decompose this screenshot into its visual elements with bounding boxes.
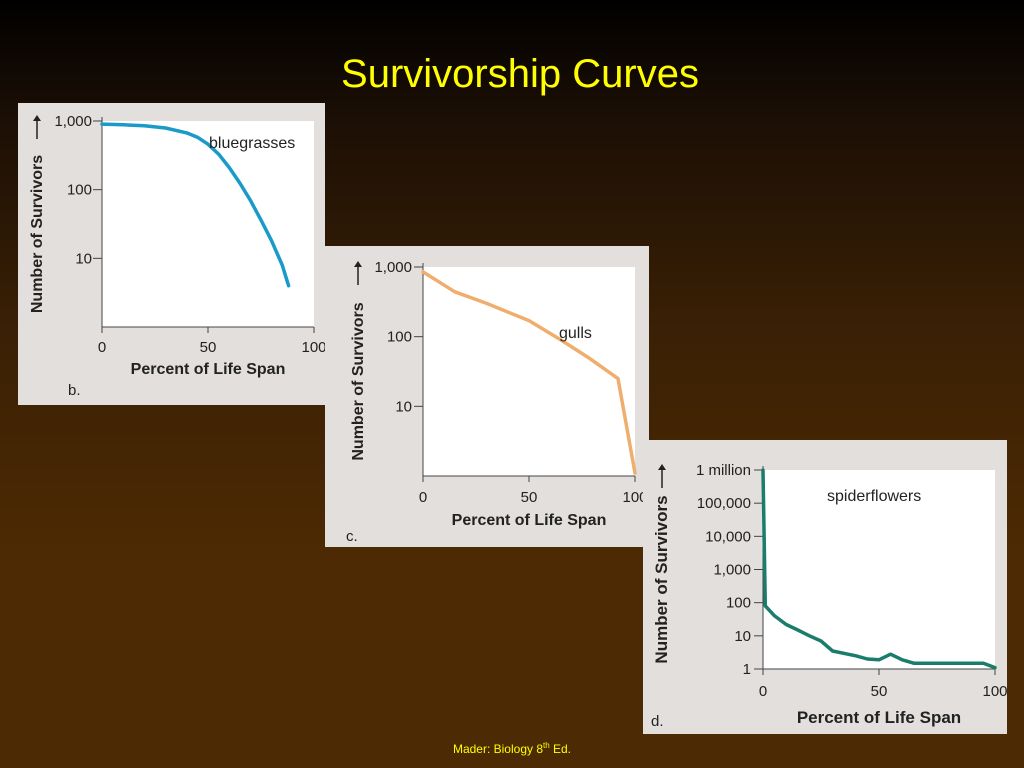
series-annotation: bluegrasses <box>209 135 295 152</box>
plot-area <box>423 267 635 476</box>
y-tick-label: 10 <box>395 398 412 415</box>
chart-panel-spiderflowers: 1 10 100 1,000 10,000 100,000 1 million 0 50 100 P… <box>643 440 1008 734</box>
chart-spiderflowers: 1 10 100 1,000 10,000 100,000 1 million 0 50 100 P… <box>651 462 1008 730</box>
y-tick-label: 100 <box>67 182 92 199</box>
y-axis-arrow-head <box>658 464 666 470</box>
chart-panel-gulls: 10 100 1,000 0 50 100 Percent of Life Span Numb… <box>325 246 649 547</box>
chart-bluegrasses: 10 100 1,000 0 50 100 Percent of Life Span Numb… <box>29 113 327 399</box>
x-axis-label: Percent of Life Span <box>131 361 286 378</box>
x-axis-label: Percent of Life Span <box>797 708 961 727</box>
y-tick-label: 1,000 <box>54 113 92 130</box>
footer-edition: Ed. <box>549 742 572 756</box>
series-line-gulls <box>421 270 637 475</box>
y-tick-label: 1,000 <box>374 259 412 276</box>
y-axis-arrow-head <box>354 261 362 267</box>
y-tick-label: 1 <box>743 661 751 678</box>
x-tick-label: 100 <box>982 683 1007 700</box>
x-tick-label: 0 <box>419 489 427 506</box>
x-tick-label: 50 <box>521 489 538 506</box>
y-tick-label: 100 <box>726 595 751 612</box>
x-tick-label: 50 <box>200 339 217 356</box>
footer-text: Mader: Biology 8 <box>452 742 543 756</box>
series-line-spiderflowers <box>761 468 997 670</box>
x-tick-label: 100 <box>301 339 326 356</box>
y-tick-label: 10,000 <box>705 528 751 545</box>
plot-area <box>102 121 314 327</box>
x-tick-label: 0 <box>98 339 106 356</box>
y-axis-label: Number of Survivors <box>29 155 46 313</box>
footer-citation: Mader: Biology 8th Ed. <box>0 741 1024 756</box>
footer-superscript: th <box>543 741 550 750</box>
series-line-bluegrasses <box>100 122 291 288</box>
slide-title: Survivorship Curves <box>341 52 699 96</box>
y-tick-label: 1 million <box>696 462 751 479</box>
x-axis-label: Percent of Life Span <box>452 512 607 529</box>
chart-panel-bluegrasses: 10 100 1,000 0 50 100 Percent of Life Span Numb… <box>18 103 327 405</box>
series-annotation: gulls <box>559 325 592 342</box>
y-tick-label: 100,000 <box>697 495 751 512</box>
panel-label: c. <box>346 528 358 545</box>
y-axis-label: Number of Survivors <box>350 302 367 460</box>
y-axis-label: Number of Survivors <box>652 495 671 663</box>
x-tick-label: 100 <box>622 489 647 506</box>
panel-label: b. <box>68 382 81 399</box>
series-annotation: spiderflowers <box>827 488 921 505</box>
panel-label: d. <box>651 713 664 730</box>
y-tick-label: 1,000 <box>713 562 751 579</box>
y-tick-label: 100 <box>387 329 412 346</box>
plot-area <box>763 470 995 669</box>
x-tick-label: 0 <box>759 683 767 700</box>
chart-gulls: 10 100 1,000 0 50 100 Percent of Life Span Numb… <box>346 259 648 545</box>
y-axis-arrow-head <box>33 115 41 121</box>
x-tick-label: 50 <box>871 683 888 700</box>
y-tick-label: 10 <box>75 250 92 267</box>
y-tick-label: 10 <box>734 628 751 645</box>
